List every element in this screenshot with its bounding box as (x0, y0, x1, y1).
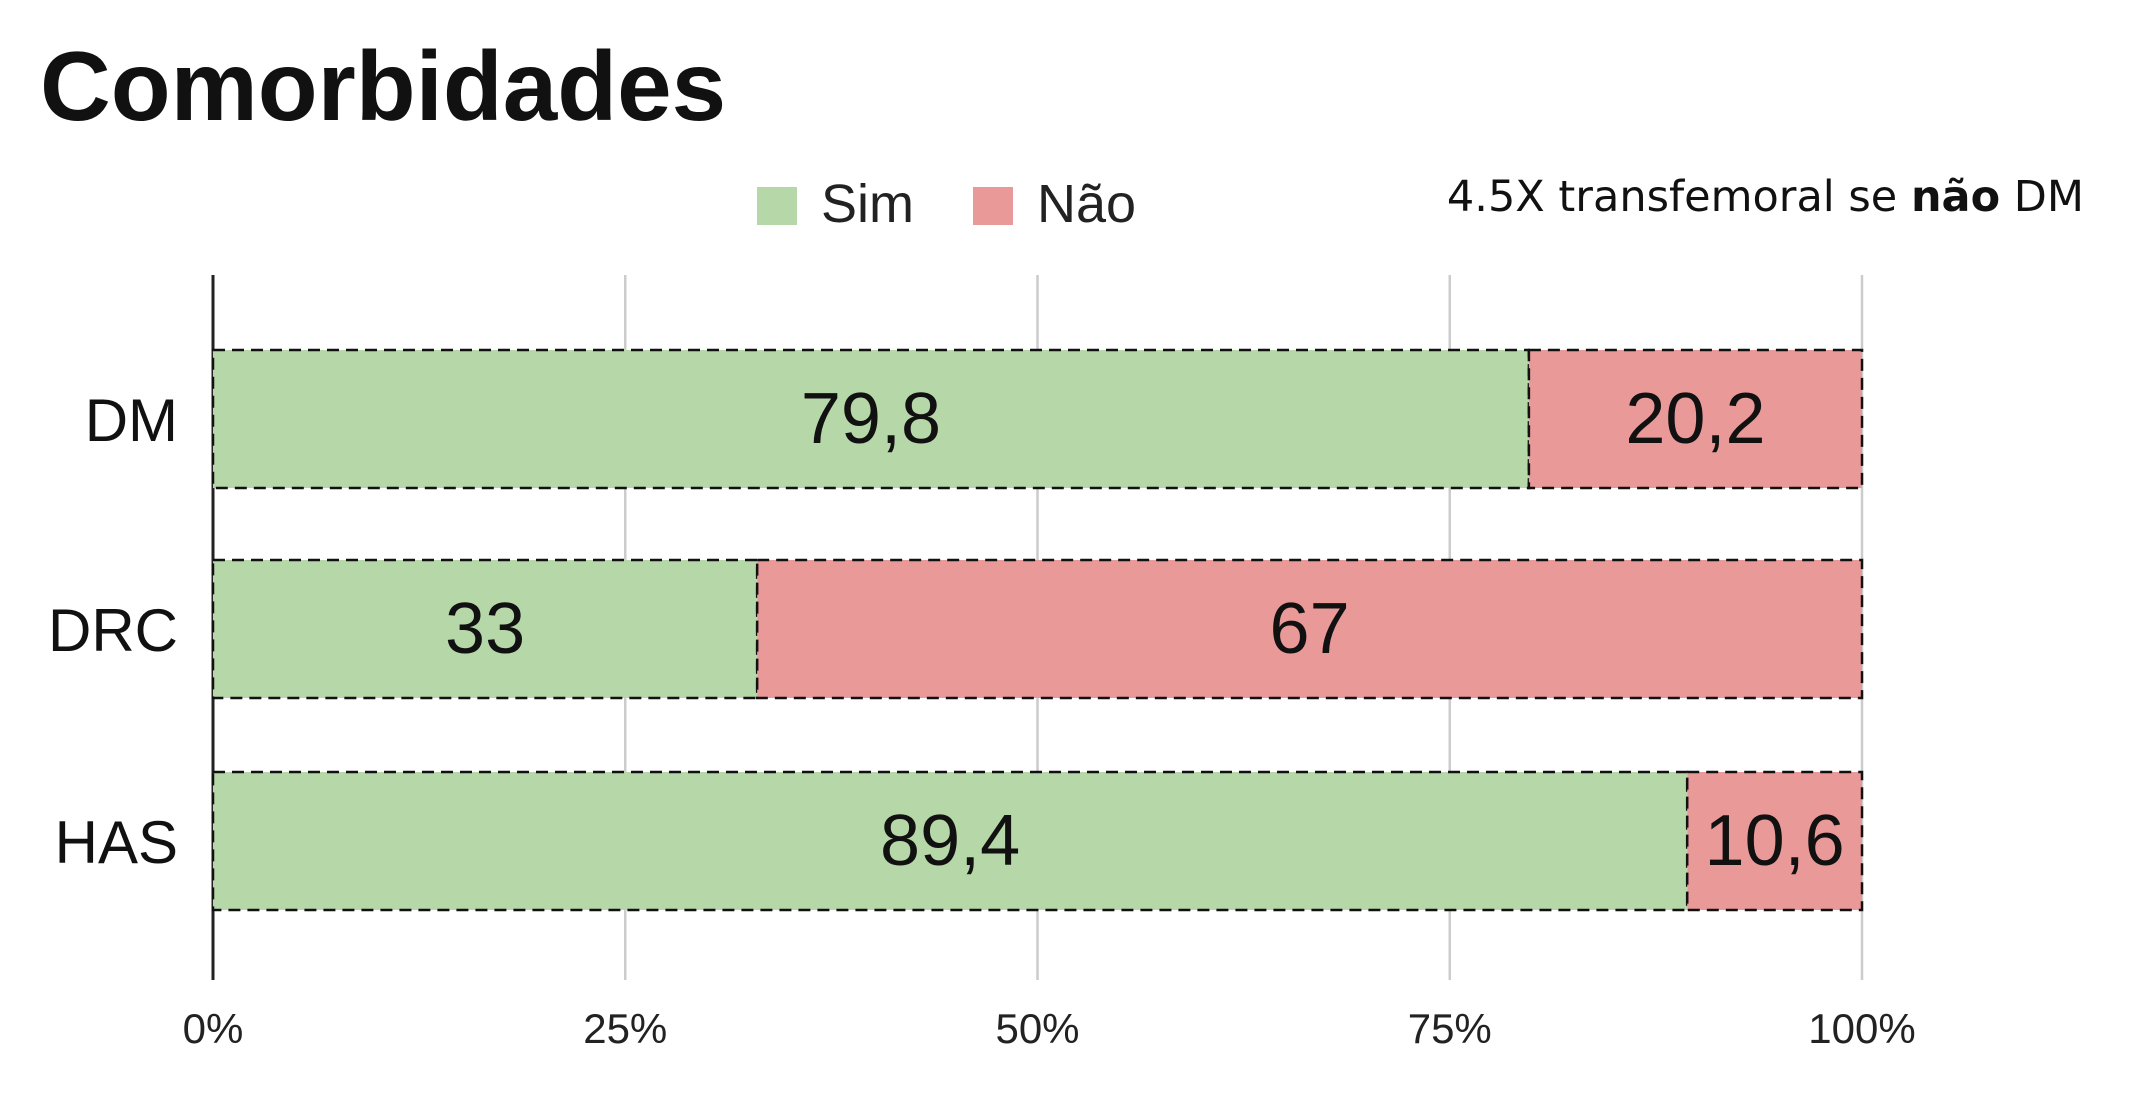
data-label-dm-não: 20,2 (1625, 379, 1765, 459)
legend-swatch-sim (757, 187, 797, 225)
data-label-drc-não: 67 (1270, 589, 1350, 669)
data-label-dm-sim: 79,8 (801, 379, 941, 459)
chart-title: Comorbidades (40, 31, 727, 141)
data-label-drc-sim: 33 (445, 589, 525, 669)
chart-annotation: 4.5X transfemoral se não DM (1447, 172, 2084, 222)
x-tick-label-25: 25% (583, 1005, 667, 1052)
category-label-drc: DRC (48, 597, 178, 664)
bar-dm-não (1527, 348, 1864, 490)
x-tick-label-100: 100% (1808, 1005, 1915, 1052)
bar-drc-não (755, 558, 1864, 700)
legend-swatch-não (973, 187, 1013, 225)
x-tick-label-75: 75% (1408, 1005, 1492, 1052)
data-label-has-não: 10,6 (1705, 801, 1845, 881)
category-label-dm: DM (85, 387, 178, 454)
category-label-has: HAS (55, 809, 178, 876)
legend-label-não: Não (1037, 174, 1136, 234)
legend-label-sim: Sim (821, 174, 914, 234)
annotation-text-before: 4.5X transfemoral se (1446, 172, 1911, 222)
bar-has-não (1685, 770, 1864, 912)
x-tick-label-0: 0% (183, 1005, 244, 1052)
annotation-text-bold: não (1910, 172, 2001, 222)
annotation-text-after: DM (2000, 172, 2084, 222)
x-tick-label-50: 50% (995, 1005, 1079, 1052)
bar-drc-sim (211, 558, 759, 700)
data-label-has-sim: 89,4 (880, 801, 1020, 881)
bar-dm-sim (211, 348, 1531, 490)
